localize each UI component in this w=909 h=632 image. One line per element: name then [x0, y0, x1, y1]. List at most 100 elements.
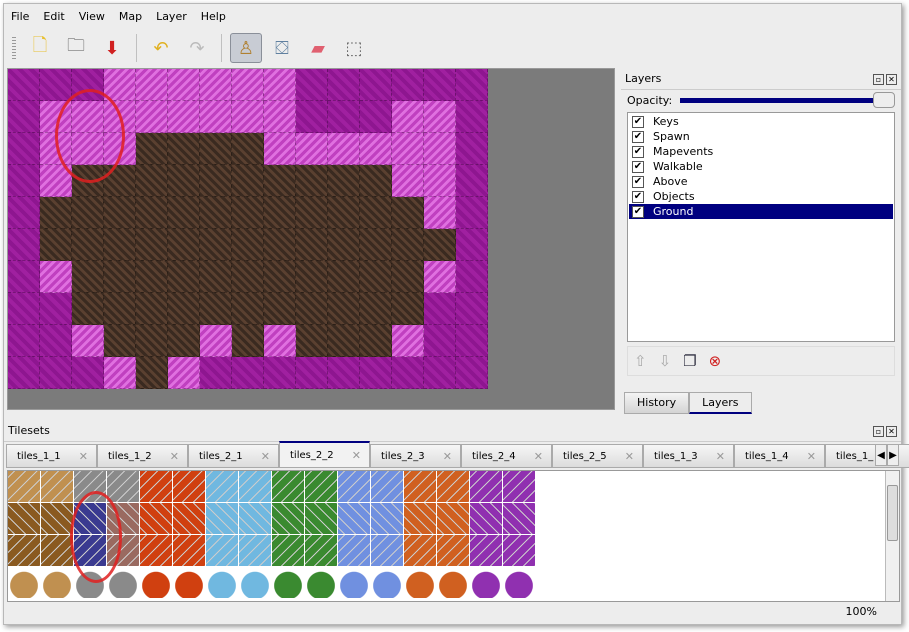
tileset-tile[interactable]: [503, 471, 536, 503]
tileset-tile[interactable]: [404, 567, 437, 599]
map-tile[interactable]: [296, 133, 328, 165]
map-tile[interactable]: [360, 357, 392, 389]
close-tab-icon[interactable]: ✕: [442, 449, 452, 463]
map-tile[interactable]: [232, 133, 264, 165]
map-tile[interactable]: [296, 69, 328, 101]
tileset-tile[interactable]: [338, 471, 371, 503]
map-tile[interactable]: [40, 293, 72, 325]
map-tile[interactable]: [200, 293, 232, 325]
tileset-tile[interactable]: [173, 535, 206, 567]
map-tile[interactable]: [392, 133, 424, 165]
tileset-tile[interactable]: [8, 503, 41, 535]
map-tile[interactable]: [8, 261, 40, 293]
map-tile[interactable]: [456, 293, 488, 325]
map-tile[interactable]: [136, 133, 168, 165]
map-tile[interactable]: [40, 69, 72, 101]
tab-history[interactable]: History: [624, 392, 690, 414]
layer-item[interactable]: ✔ Walkable: [629, 159, 893, 174]
map-tile[interactable]: [168, 261, 200, 293]
map-tile[interactable]: [168, 357, 200, 389]
layer-item[interactable]: ✔ Above: [629, 174, 893, 189]
tileset-tile[interactable]: [503, 503, 536, 535]
map-tile[interactable]: [8, 69, 40, 101]
tileset-tile[interactable]: [140, 567, 173, 599]
map-tile[interactable]: [392, 325, 424, 357]
tileset-tab[interactable]: tiles_1_1 ✕: [6, 444, 97, 468]
map-tile[interactable]: [296, 261, 328, 293]
close-tab-icon[interactable]: ✕: [260, 449, 270, 463]
lower-layer-icon[interactable]: ⇩: [658, 352, 672, 370]
map-tile[interactable]: [40, 229, 72, 261]
save-button[interactable]: ⬇: [96, 33, 128, 63]
tileset-tile[interactable]: [470, 503, 503, 535]
map-tile[interactable]: [40, 261, 72, 293]
map-tile[interactable]: [264, 197, 296, 229]
tileset-tile[interactable]: [41, 567, 74, 599]
map-tile[interactable]: [328, 357, 360, 389]
tileset-tile[interactable]: [206, 567, 239, 599]
duplicate-layer-icon[interactable]: ❐: [683, 352, 697, 370]
layer-item[interactable]: ✔ Mapevents: [629, 144, 893, 159]
map-tile[interactable]: [328, 197, 360, 229]
map-tile[interactable]: [232, 69, 264, 101]
tileset-tile[interactable]: [305, 535, 338, 567]
map-tile[interactable]: [456, 325, 488, 357]
map-tile[interactable]: [104, 325, 136, 357]
map-tile[interactable]: [136, 261, 168, 293]
tileset-tile[interactable]: [470, 567, 503, 599]
toolbar-grip[interactable]: [12, 37, 16, 59]
map-tile[interactable]: [168, 165, 200, 197]
map-tile[interactable]: [264, 69, 296, 101]
tileset-tab[interactable]: tiles_2_3 ✕: [370, 444, 461, 468]
tileset-tile[interactable]: [338, 535, 371, 567]
layer-visibility-checkbox[interactable]: ✔: [632, 160, 644, 173]
tileset-tile[interactable]: [8, 535, 41, 567]
map-tile[interactable]: [8, 229, 40, 261]
tileset-tab[interactable]: tiles_1_3 ✕: [643, 444, 734, 468]
tileset-grid[interactable]: [8, 471, 899, 599]
map-tile[interactable]: [328, 133, 360, 165]
map-tile[interactable]: [72, 229, 104, 261]
map-tile[interactable]: [168, 69, 200, 101]
redo-button[interactable]: ↷: [181, 33, 213, 63]
close-tab-icon[interactable]: ✕: [78, 449, 88, 463]
map-tile[interactable]: [136, 357, 168, 389]
tileset-tab[interactable]: tiles_1_4 ✕: [734, 444, 825, 468]
map-tile[interactable]: [72, 293, 104, 325]
map-tile[interactable]: [40, 325, 72, 357]
rect-select-button[interactable]: ⬚: [338, 33, 370, 63]
map-tile[interactable]: [264, 261, 296, 293]
tileset-tab[interactable]: tiles_1_2 ✕: [97, 444, 188, 468]
map-tile[interactable]: [8, 133, 40, 165]
map-tile[interactable]: [200, 165, 232, 197]
map-tile[interactable]: [328, 261, 360, 293]
tileset-tile[interactable]: [338, 567, 371, 599]
tileset-tile[interactable]: [371, 535, 404, 567]
map-tile[interactable]: [72, 357, 104, 389]
map-tile[interactable]: [328, 229, 360, 261]
map-tile[interactable]: [136, 197, 168, 229]
map-tile[interactable]: [328, 101, 360, 133]
opacity-slider[interactable]: [680, 91, 895, 108]
menu-help[interactable]: Help: [200, 10, 226, 23]
tileset-tile[interactable]: [272, 567, 305, 599]
layer-item[interactable]: ✔ Ground: [629, 204, 893, 219]
map-tile[interactable]: [200, 197, 232, 229]
layer-item[interactable]: ✔ Objects: [629, 189, 893, 204]
map-tile[interactable]: [72, 261, 104, 293]
map-tile[interactable]: [8, 165, 40, 197]
map-tile[interactable]: [200, 357, 232, 389]
tileset-tab[interactable]: tiles_2_2 ✕: [279, 441, 370, 468]
map-tile[interactable]: [264, 325, 296, 357]
map-tile[interactable]: [8, 293, 40, 325]
map-tile[interactable]: [168, 133, 200, 165]
map-tile[interactable]: [136, 101, 168, 133]
tileset-tile[interactable]: [305, 503, 338, 535]
remove-layer-icon[interactable]: ⊗: [708, 352, 722, 370]
open-folder-button[interactable]: 🗀: [60, 33, 92, 63]
tileset-tile[interactable]: [173, 503, 206, 535]
map-tile[interactable]: [136, 325, 168, 357]
map-tile[interactable]: [40, 197, 72, 229]
tab-scroll-left-icon[interactable]: ◀: [875, 444, 887, 466]
new-file-button[interactable]: 🗋: [24, 33, 56, 63]
